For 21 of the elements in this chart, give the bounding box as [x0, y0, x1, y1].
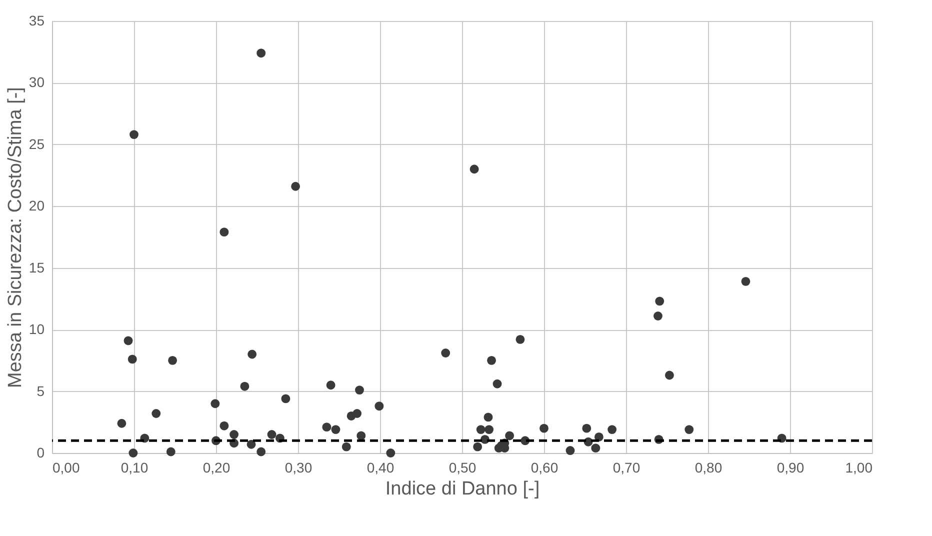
x-tick-label: 0,80 — [694, 460, 722, 476]
x-tick-label: 0,30 — [284, 460, 312, 476]
x-tick-label: 0,10 — [120, 460, 148, 476]
x-tick-label: 0,00 — [52, 460, 80, 476]
y-axis-title: Messa in Sicurezza: Costo/Stima [-] — [4, 87, 26, 388]
x-tick-label: 0,90 — [776, 460, 804, 476]
x-tick-label: 0,60 — [530, 460, 558, 476]
x-axis-title: Indice di Danno [-] — [385, 478, 540, 500]
x-tick-label: 0,70 — [612, 460, 640, 476]
y-tick-label: 10 — [28, 321, 45, 338]
y-tick-label: 5 — [36, 382, 45, 399]
y-tick-label: 20 — [28, 198, 45, 214]
y-tick-label: 25 — [28, 136, 45, 152]
x-tick-label: 0,40 — [366, 460, 394, 476]
x-tick-label: 0,20 — [202, 460, 230, 476]
y-tick-label: 15 — [28, 259, 45, 276]
y-tick-label: 35 — [28, 12, 45, 28]
x-tick-label: 1,00 — [845, 460, 873, 476]
y-tick-label: 30 — [28, 74, 45, 90]
y-tick-label: 0 — [36, 444, 45, 460]
x-tick-label: 0,50 — [448, 460, 476, 476]
